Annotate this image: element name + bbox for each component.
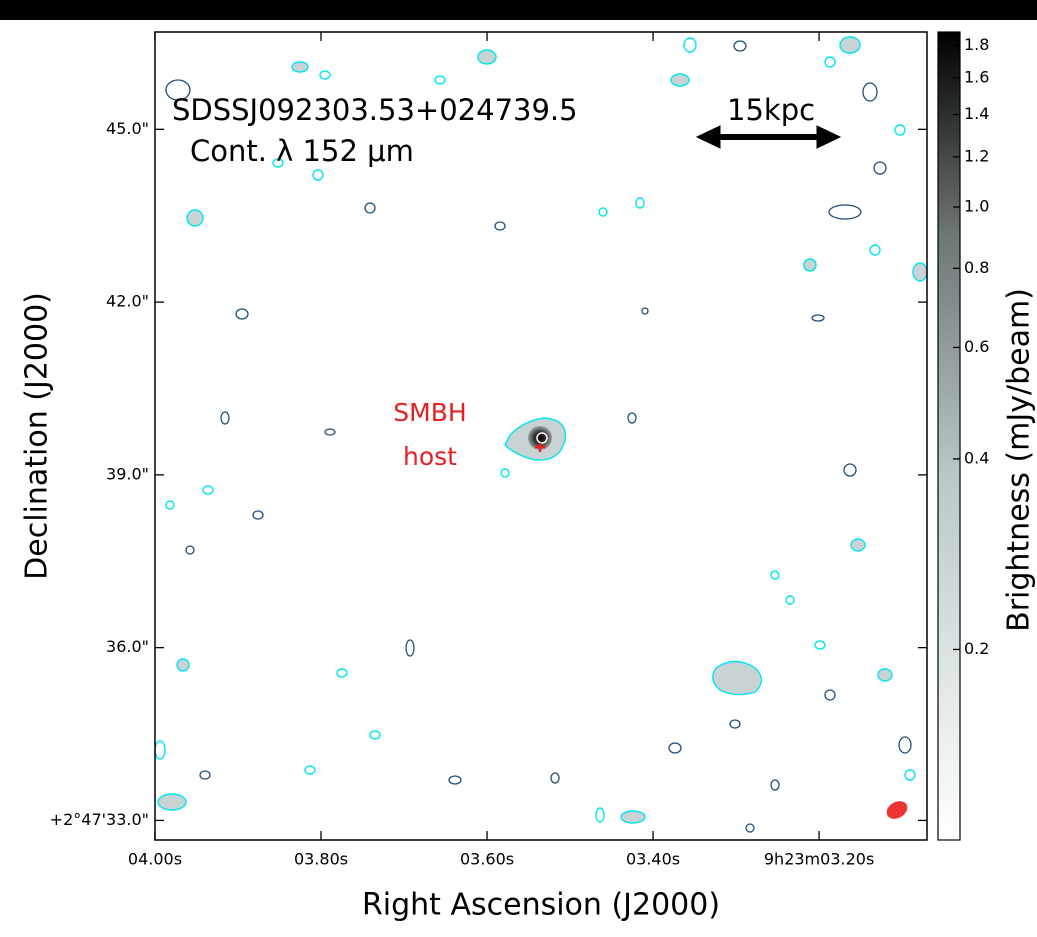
colorbar-tick-label: 1.6 (964, 67, 989, 86)
y-tick-label: +2°47'33.0" (50, 810, 149, 829)
source-label: host (403, 442, 457, 471)
y-tick-label: 36.0" (106, 637, 149, 656)
y-tick-label: 45.0" (106, 119, 149, 138)
scale-arrow (695, 125, 842, 149)
target-name: SDSSJ092303.53+024739.5 (172, 93, 578, 127)
colorbar-tick-label: 1.2 (964, 146, 989, 165)
frame (154, 31, 928, 841)
y-tick-label: 42.0" (106, 292, 149, 311)
x-tick-label: 04.00s (128, 850, 182, 869)
x-tick-label: 03.80s (294, 850, 348, 869)
smbh-marker (535, 443, 545, 452)
x-tick-label: 03.40s (626, 850, 680, 869)
source-contour (536, 432, 548, 444)
y-tick-label: 39.0" (106, 464, 149, 483)
band-label: Cont. λ 152 μm (190, 134, 414, 168)
x-axis-label: Right Ascension (J2000) (362, 888, 720, 923)
scale-label: 15kpc (727, 93, 815, 127)
colorbar-tick-label: 0.4 (964, 448, 989, 467)
colorbar-tick-label: 1.8 (964, 35, 989, 54)
beam (886, 801, 908, 819)
colorbar-tick-label: 1.0 (964, 197, 989, 216)
x-tick-label: 03.60s (460, 850, 514, 869)
source (528, 426, 552, 450)
colorbar-tick-label: 0.2 (964, 639, 989, 658)
colorbar-tick-label: 0.6 (964, 337, 989, 356)
y-axis-label: Declination (J2000) (20, 292, 55, 580)
image-contours (155, 36, 927, 833)
colorbar-tick-label: 0.8 (964, 258, 989, 277)
colorbar-tick-label: 1.4 (964, 104, 989, 123)
x-tick-label: 9h23m03.20s (764, 850, 874, 869)
source-label: SMBH (393, 398, 466, 427)
top-bar (0, 0, 1037, 20)
colorbar-label: Brightness (mJy/beam) (1002, 288, 1037, 632)
colorbar (937, 31, 961, 841)
